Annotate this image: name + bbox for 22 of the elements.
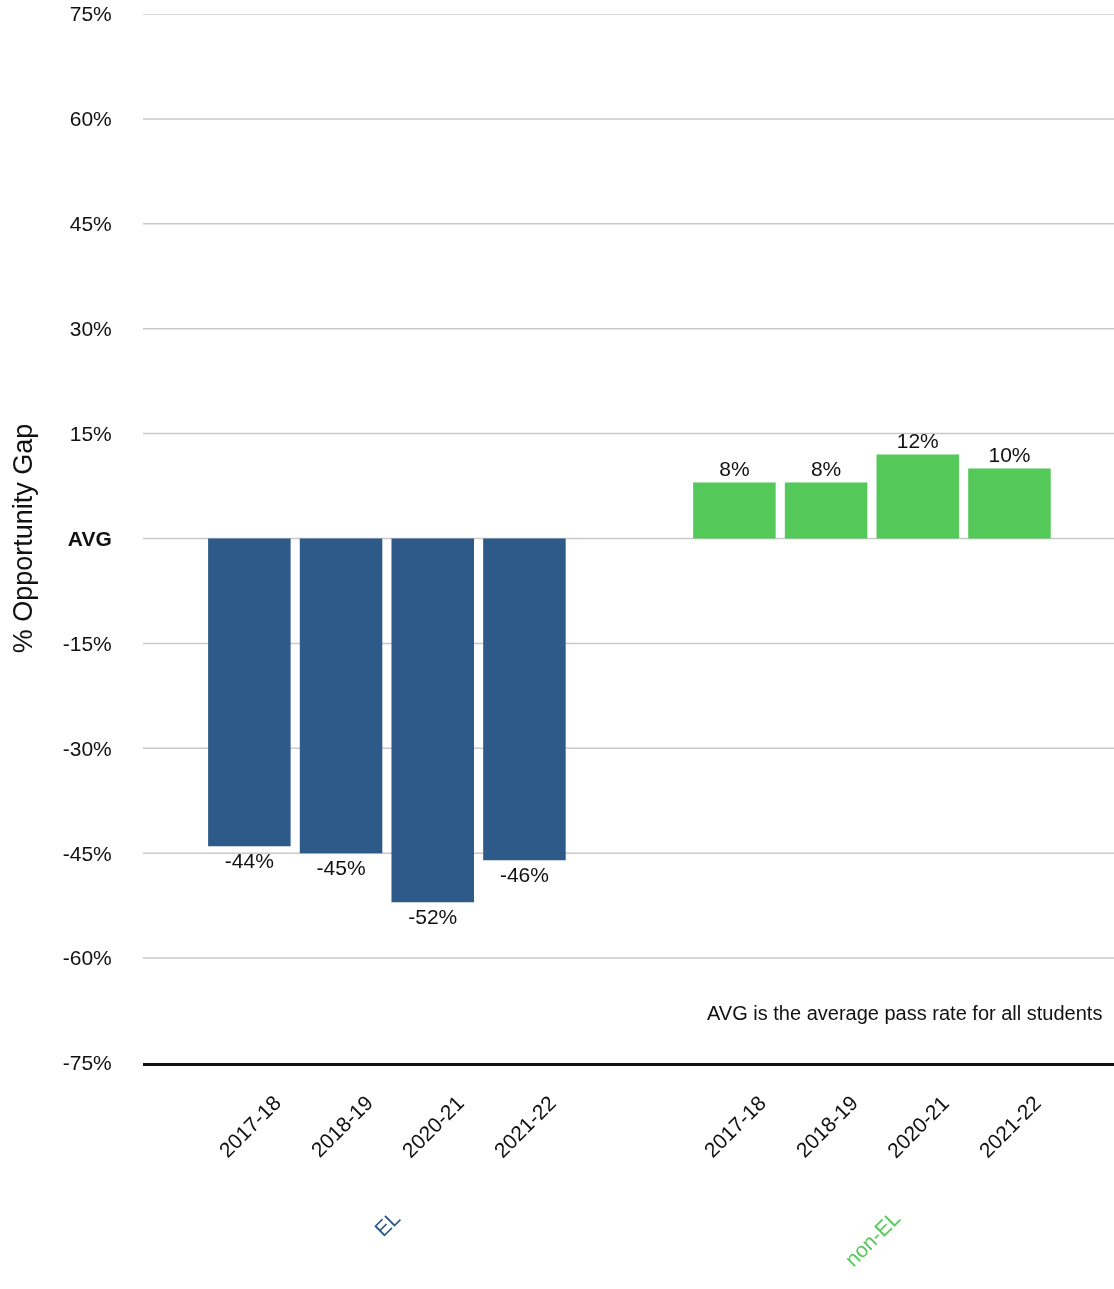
y-tick-label: 30% [69,317,112,341]
data-label: -46% [499,863,549,887]
data-label: 8% [810,456,842,480]
y-tick-label: 15% [69,421,112,445]
data-label: 10% [988,442,1031,466]
y-tick-label: -60% [62,946,112,970]
data-label: -52% [408,905,458,929]
data-label: -44% [224,849,274,873]
y-tick-label: 75% [69,2,112,26]
text: EL [369,1206,405,1241]
y-tick-label: AVG [67,526,112,550]
data-label: -45% [316,856,366,880]
data-label: 8% [719,456,750,480]
data-label: 12% [896,428,939,452]
y-axis-title: % Opportunity Gap [7,423,38,654]
y-tick-label: -45% [62,841,112,865]
y-tick-label: 60% [69,107,112,131]
y-tick-label: -75% [62,1051,112,1075]
y-tick-label: 45% [69,212,112,236]
annotation: AVG is the average pass rate for all students [707,1002,1103,1024]
y-tick-label: -30% [62,736,112,760]
y-tick-label: -15% [62,631,112,655]
